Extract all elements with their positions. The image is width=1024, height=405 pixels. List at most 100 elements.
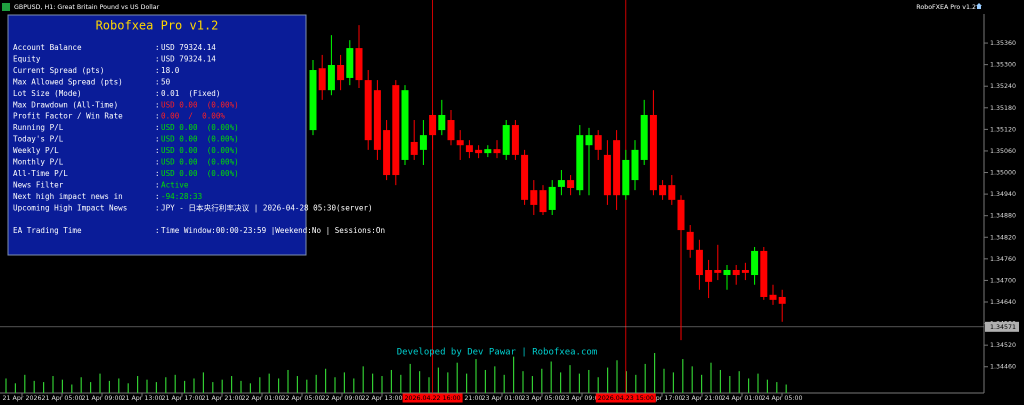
row-separator: : — [155, 169, 160, 178]
candle-body — [649, 114, 657, 191]
row-label: EA Trading Time — [13, 226, 82, 235]
row-separator: : — [155, 192, 160, 201]
row-value: 0.00 / 0.00% — [161, 112, 225, 121]
row-value: -94:28:33 — [161, 192, 202, 201]
y-tick-label: 1.34520 — [990, 342, 1016, 349]
x-tick-label: 24 Apr 05:00 — [761, 395, 802, 402]
y-tick-label: 1.34700 — [990, 277, 1016, 284]
candle-body — [465, 145, 473, 153]
row-value: USD 0.00 (0.00%) — [161, 123, 239, 132]
current-price-box — [985, 321, 1019, 332]
info-panel: Robofxea Pro v1.2 Account Balance: USD 79… — [7, 14, 385, 256]
y-tick-label: 1.35060 — [990, 148, 1016, 155]
candle-body — [447, 120, 455, 141]
candle-body — [392, 85, 400, 176]
row-label: Weekly P/L — [13, 146, 59, 155]
candle-body — [502, 125, 510, 155]
candle-body — [327, 64, 335, 91]
y-tick-label: 1.34460 — [990, 364, 1016, 371]
x-tick-label: 21 Apr 2026 — [3, 395, 42, 402]
candle-body — [594, 135, 602, 150]
candle-body — [760, 250, 768, 297]
y-tick-label: 1.34760 — [990, 256, 1016, 263]
row-separator: : — [155, 89, 160, 98]
y-tick-label: 1.35180 — [990, 105, 1016, 112]
marker-label-box — [595, 393, 656, 403]
candle-body — [557, 180, 565, 187]
y-tick-label: 1.35120 — [990, 126, 1016, 133]
current-price-label: 1.34571 — [990, 324, 1016, 331]
row-value: Active — [161, 180, 189, 189]
candle-body — [530, 190, 538, 205]
y-tick-label: 1.35240 — [990, 83, 1016, 90]
x-tick-label: 21 Apr 05:00 — [41, 395, 82, 402]
row-value: 0.01 (Fixed) — [161, 89, 220, 98]
row-label: Today's P/L — [13, 135, 64, 144]
candle-body — [622, 159, 630, 196]
row-label: Running P/L — [13, 123, 64, 132]
symbol-icon — [2, 3, 10, 11]
x-tick-label: 23 Apr 17:00 — [641, 395, 682, 402]
candle-body — [318, 68, 326, 91]
candle-body — [410, 141, 418, 155]
row-separator: : — [155, 226, 160, 235]
row-label: Max Drawdown (All-Time) — [13, 100, 118, 109]
row-separator: : — [155, 180, 160, 189]
y-tick-label: 1.34820 — [990, 234, 1016, 241]
candle-body — [686, 231, 694, 250]
panel-title: Robofxea Pro v1.2 — [96, 19, 219, 33]
candle-body — [778, 296, 786, 304]
row-value: 18.0 — [161, 66, 180, 75]
row-separator: : — [155, 54, 160, 63]
candle-body — [769, 294, 777, 300]
row-value: USD 0.00 (0.00%) — [161, 158, 239, 167]
y-tick-label: 1.35000 — [990, 170, 1016, 177]
row-label: News Filter — [13, 180, 64, 189]
x-tick-label: 21 Apr 17:00 — [161, 395, 202, 402]
row-label: Account Balance — [13, 43, 82, 52]
y-tick-label: 1.35300 — [990, 62, 1016, 69]
row-value: Time Window:00:00-23:59 |Weekend:No | Se… — [161, 226, 385, 235]
x-tick-label: 23 Apr 21:00 — [681, 395, 722, 402]
candle-body — [723, 269, 731, 276]
expert-name[interactable]: RoboFXEA Pro v1.2 — [916, 4, 976, 11]
candle-body — [373, 90, 381, 150]
row-separator: : — [155, 146, 160, 155]
candle-body — [355, 48, 363, 81]
row-label: Monthly P/L — [13, 158, 64, 167]
x-tick-label: 24 Apr 01:00 — [721, 395, 762, 402]
candle-body — [419, 135, 427, 150]
candle-body — [364, 80, 372, 141]
row-value: USD 0.00 (0.00%) — [161, 146, 239, 155]
candle-body — [659, 185, 667, 196]
row-separator: : — [155, 77, 160, 86]
row-value: USD 0.00 (0.00%) — [161, 135, 239, 144]
candle-body — [751, 250, 759, 276]
row-value: USD 0.00 (0.00%) — [161, 100, 239, 109]
candle-body — [484, 149, 492, 154]
candle-body — [705, 269, 713, 282]
row-value: USD 0.00 (0.00%) — [161, 169, 239, 178]
candle-body — [732, 269, 740, 276]
candle-body — [613, 140, 621, 196]
row-value: USD 79324.14 — [161, 43, 216, 52]
row-label: All-Time P/L — [13, 169, 68, 178]
y-tick-label: 1.34940 — [990, 191, 1016, 198]
marker-label-box — [402, 393, 463, 403]
row-label: Current Spread (pts) — [13, 66, 104, 75]
candle-body — [401, 90, 409, 160]
symbol-title: GBPUSD, H1: Great Britain Pound vs US Do… — [14, 4, 160, 11]
candle-body — [521, 154, 529, 200]
x-tick-label: 23 Apr 01:00 — [481, 395, 522, 402]
candle-body — [585, 135, 593, 146]
row-separator: : — [155, 66, 160, 75]
candle-body — [695, 249, 703, 276]
y-tick-label: 1.35360 — [990, 40, 1016, 47]
candle-body — [539, 190, 547, 213]
candle-body — [640, 114, 648, 160]
y-tick-label: 1.34880 — [990, 213, 1016, 220]
marker-label: 2026.04.22 16:00 — [404, 395, 460, 402]
x-tick-label: 21 Apr 09:00 — [81, 395, 122, 402]
